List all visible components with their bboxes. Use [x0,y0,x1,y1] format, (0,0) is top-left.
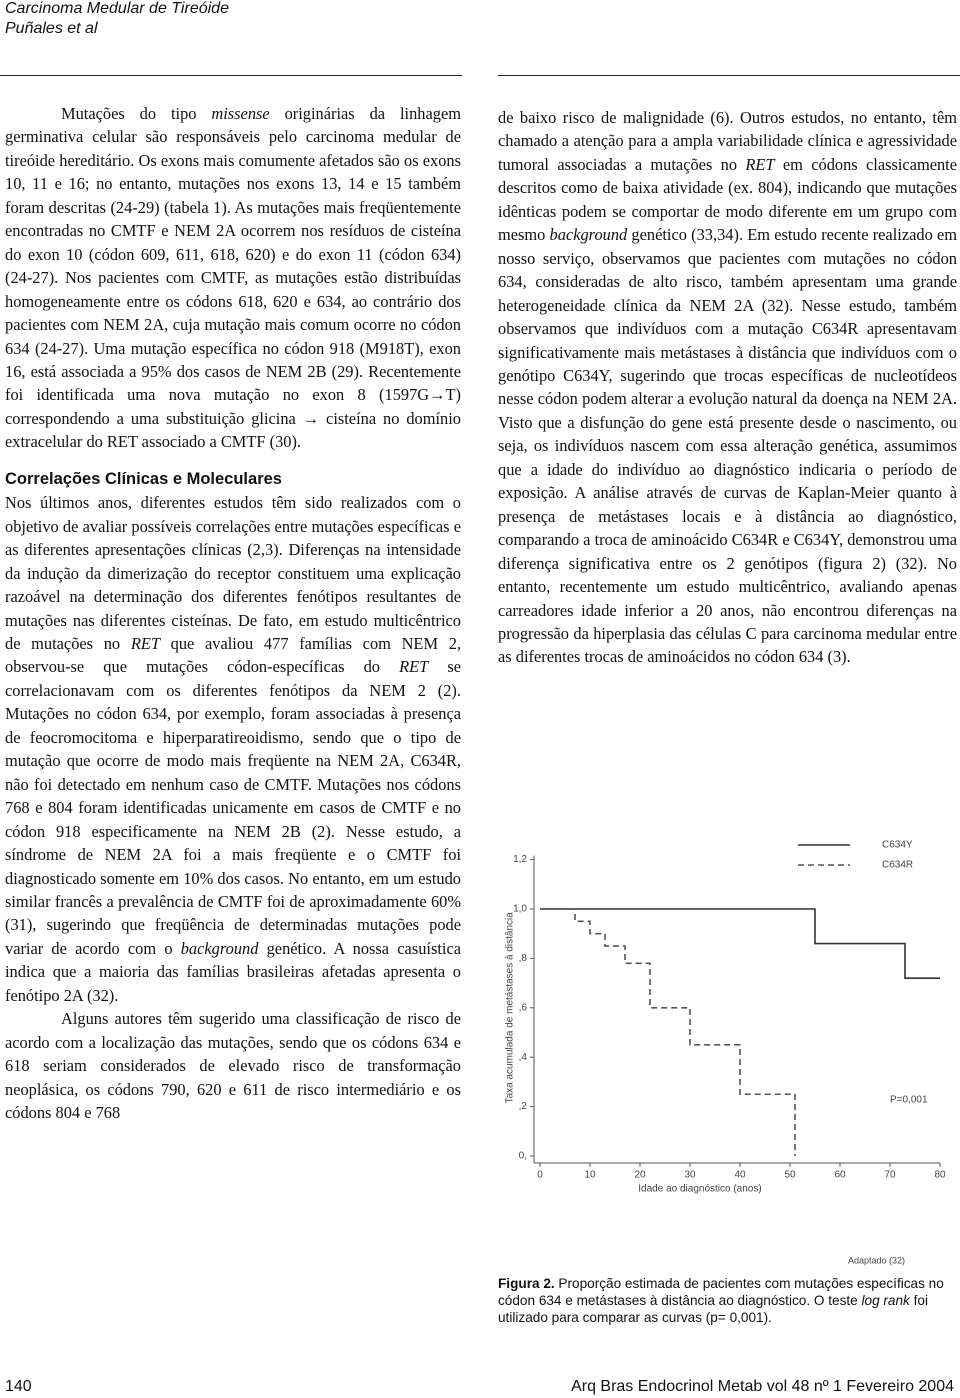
x-tick-label: 40 [734,1170,746,1181]
text-run: se correlacionavam com os diferentes fen… [5,657,461,958]
x-tick-label: 80 [934,1170,946,1181]
text-run: de baixo risco de malignidade (6). Outro… [498,108,957,174]
x-axis-label: Idade ao diagnóstico (anos) [638,1184,761,1195]
italic-run: RET [399,657,429,677]
running-title: Carcinoma Medular de Tireóide [5,0,229,17]
y-tick-label: 1,2 [513,854,527,865]
y-tick-label: ,4 [519,1052,528,1063]
y-tick-label: ,2 [519,1101,528,1112]
rule [498,75,960,76]
caption-label: Figura 2. [498,1276,555,1291]
page-number: 140 [5,1378,32,1395]
x-tick-label: 60 [834,1170,846,1181]
journal-info: Arq Bras Endocrinol Metab vol 48 nº 1 Fe… [571,1378,954,1395]
running-authors: Puñales et al [5,20,98,37]
y-tick-label: ,8 [519,953,528,964]
annotation: P=0,001 [890,1095,928,1106]
text-run: que avaliou 477 famílias com NEM 2, obse… [5,633,461,677]
x-tick-label: 0 [537,1170,543,1181]
text-run: em códons classicamente descritos como d… [498,154,957,245]
figure-caption: Figura 2. Proporção estimada de paciente… [498,1275,956,1326]
text-run: Nos últimos anos, diferentes estudos têm… [5,493,461,653]
right-column: de baixo risco de malignidade (6). Outro… [498,106,957,669]
italic-run: RET [130,633,160,653]
paragraph: de baixo risco de malignidade (6). Outro… [498,106,957,669]
x-tick-label: 10 [584,1170,596,1181]
paragraph: Nos últimos anos, diferentes estudos têm… [5,491,461,1007]
legend-label: C634Y [882,840,913,851]
text-run: Proporção estimada de pacientes com muta… [498,1276,944,1308]
paragraph: Alguns autores têm sugerido uma classifi… [5,1007,461,1124]
legend-label: C634R [882,860,913,871]
italic-run: missense [211,104,270,123]
source-note: Adaptado (32) [848,1255,905,1265]
italic-run: background [180,938,259,958]
italic-run: RET [745,154,775,174]
text-run: Alguns autores têm sugerido uma classifi… [5,1009,461,1123]
x-tick-label: 50 [784,1170,796,1181]
x-tick-label: 20 [634,1170,646,1181]
series-line [540,908,796,1156]
series-line [540,908,940,979]
y-tick-label: ,6 [519,1002,528,1013]
text-run: genético (33,34). Em estudo recente real… [498,225,957,667]
italic-run: background [549,225,628,245]
text-run: originárias da linhagem germinativa celu… [5,104,461,452]
x-tick-label: 70 [884,1170,896,1181]
text-run: genético. A nossa casuística indica que … [5,938,462,1005]
figure-chart: 0, ,2 ,4 ,6 ,8 1,0 1,2 0 10 20 30 40 50 60 70 80 Idade a… [505,840,946,1266]
y-tick-label: 1,0 [513,904,527,915]
rule [0,75,462,76]
section-heading: Correlações Clínicas e Moleculares [5,469,282,488]
x-tick-label: 30 [684,1170,696,1181]
left-column: Mutações do tipo missense originárias da… [5,102,461,1124]
text-run: foi utilizado para comparar as curvas (p… [498,1293,928,1325]
text-run: Mutações do tipo [61,104,212,123]
italic-run: log rank [861,1293,910,1308]
y-axis-label: Taxa acumulada de metástases à distância [505,912,516,1104]
y-tick-label: 0, [519,1151,527,1162]
paragraph: Mutações do tipo missense originárias da… [5,102,461,454]
